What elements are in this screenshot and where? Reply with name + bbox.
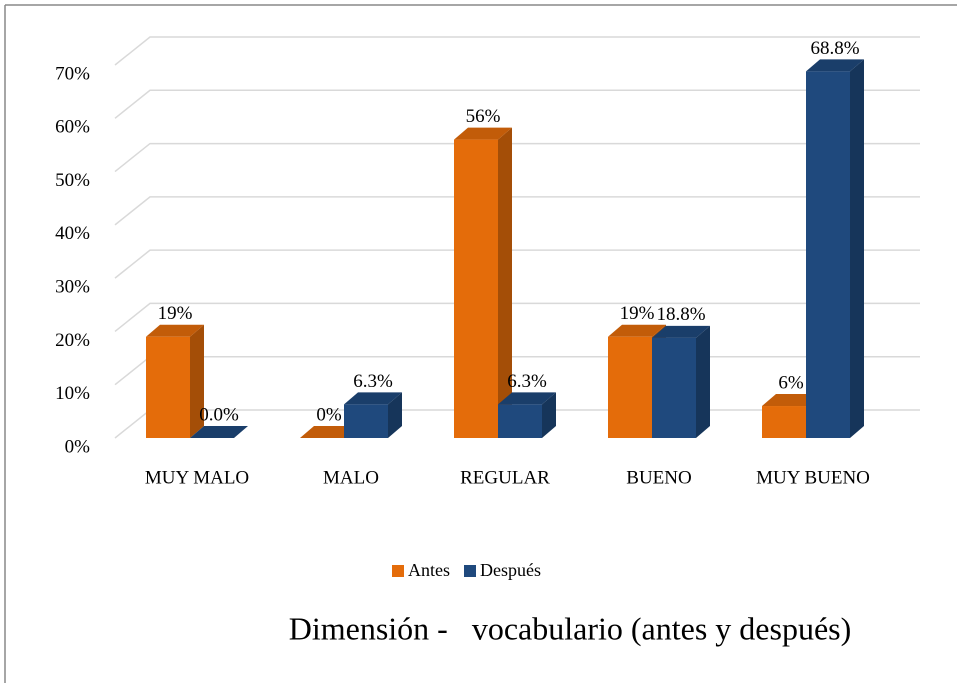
data-label: 6.3% <box>353 371 393 392</box>
x-tick-label: BUENO <box>626 467 691 488</box>
y-tick-label: 50% <box>55 170 90 191</box>
y-tick-label: 0% <box>65 436 91 457</box>
legend-swatch <box>392 565 404 577</box>
data-label: 6.3% <box>507 371 547 392</box>
y-tick-label: 10% <box>55 383 90 404</box>
bar <box>608 336 652 438</box>
data-label: 18.8% <box>656 304 705 325</box>
grid-line <box>114 196 920 226</box>
chart-title: Dimensión - vocabulario (antes y después… <box>289 610 852 646</box>
legend-label: Después <box>480 560 541 580</box>
bar <box>762 406 806 438</box>
bar <box>652 337 696 438</box>
bar-side <box>388 392 402 438</box>
bar-side <box>498 127 512 438</box>
bar-top <box>762 394 820 407</box>
bar-top <box>652 325 710 338</box>
y-tick-label: 20% <box>55 330 90 351</box>
grid-line <box>114 36 920 66</box>
data-label: 19% <box>620 303 655 324</box>
data-label: 56% <box>466 106 501 127</box>
data-label: 19% <box>158 303 193 324</box>
bar-top <box>300 426 358 438</box>
grid-line <box>114 302 920 333</box>
bar-top <box>608 324 666 337</box>
y-tick-label: 70% <box>55 63 90 84</box>
bar-top <box>146 324 204 337</box>
grid-line <box>114 142 920 173</box>
data-label: 0.0% <box>199 404 239 425</box>
bar <box>454 139 498 438</box>
legend-label: Antes <box>408 560 450 580</box>
bar-top <box>806 59 864 72</box>
grid-line <box>114 249 920 279</box>
y-tick-label: 30% <box>55 277 90 298</box>
bar-side <box>696 325 710 438</box>
bar-side <box>542 392 556 438</box>
y-tick-label: 40% <box>55 223 90 244</box>
y-tick-label: 60% <box>55 117 90 138</box>
bar <box>498 404 542 438</box>
bar-top <box>190 426 248 438</box>
bar-top <box>498 392 556 405</box>
x-tick-label: MUY MALO <box>145 467 249 488</box>
bar <box>344 404 388 438</box>
bar-top <box>454 127 512 140</box>
bar-top <box>344 392 402 405</box>
grid-line <box>114 89 920 119</box>
x-tick-label: MUY BUENO <box>756 467 870 488</box>
data-label: 68.8% <box>810 38 859 59</box>
x-tick-label: REGULAR <box>460 467 550 488</box>
x-tick-label: MALO <box>323 467 379 488</box>
data-label: 6% <box>778 372 804 393</box>
bar-side <box>850 59 864 438</box>
bar-side <box>190 324 204 438</box>
bar <box>806 71 850 438</box>
data-label: 0% <box>316 404 342 425</box>
legend-swatch <box>464 565 476 577</box>
bar <box>146 336 190 438</box>
